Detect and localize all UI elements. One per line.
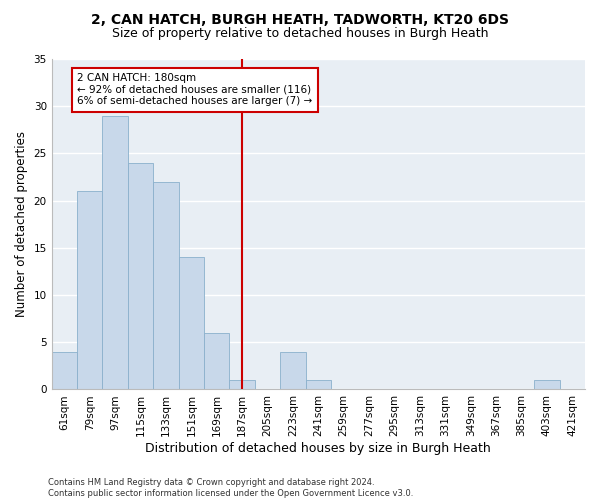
Bar — [153, 182, 179, 390]
Text: Size of property relative to detached houses in Burgh Heath: Size of property relative to detached ho… — [112, 28, 488, 40]
Bar — [204, 333, 229, 390]
Text: Contains HM Land Registry data © Crown copyright and database right 2024.
Contai: Contains HM Land Registry data © Crown c… — [48, 478, 413, 498]
Text: 2, CAN HATCH, BURGH HEATH, TADWORTH, KT20 6DS: 2, CAN HATCH, BURGH HEATH, TADWORTH, KT2… — [91, 12, 509, 26]
Y-axis label: Number of detached properties: Number of detached properties — [15, 131, 28, 317]
Bar — [52, 352, 77, 390]
Bar — [305, 380, 331, 390]
Bar — [229, 380, 255, 390]
Bar — [77, 191, 103, 390]
Bar — [280, 352, 305, 390]
Bar — [103, 116, 128, 390]
X-axis label: Distribution of detached houses by size in Burgh Heath: Distribution of detached houses by size … — [145, 442, 491, 455]
Bar — [179, 258, 204, 390]
Bar — [128, 163, 153, 390]
Bar — [534, 380, 560, 390]
Text: 2 CAN HATCH: 180sqm
← 92% of detached houses are smaller (116)
6% of semi-detach: 2 CAN HATCH: 180sqm ← 92% of detached ho… — [77, 73, 313, 106]
